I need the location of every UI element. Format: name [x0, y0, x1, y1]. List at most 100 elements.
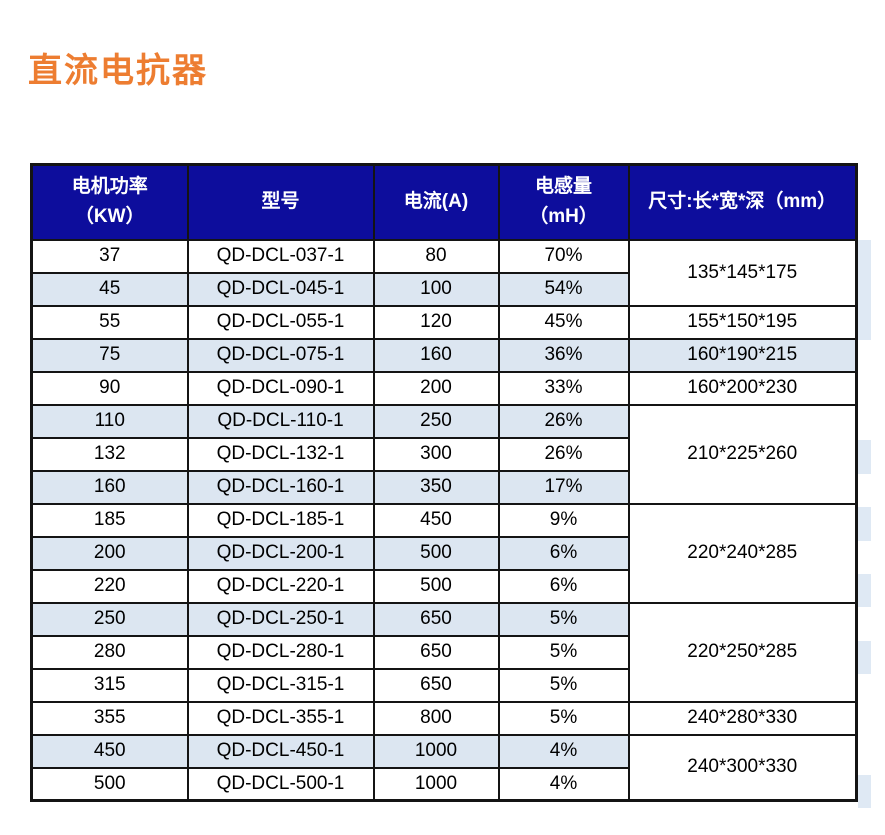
table-row: 160 QD-DCL-160-1 350 17%: [30, 469, 857, 505]
current-cell: 800: [372, 700, 500, 736]
table-row: 45 QD-DCL-045-1 100 54%: [30, 271, 857, 307]
table-row: 220 QD-DCL-220-1 500 6%: [30, 568, 857, 604]
power-cell: 500: [30, 766, 189, 802]
table-row: 450 QD-DCL-450-1 1000 4% 240*300*330: [30, 733, 858, 802]
table-row: 110 QD-DCL-110-1 250 26% 210*225*260: [30, 403, 858, 505]
model-cell: QD-DCL-037-1: [186, 238, 375, 274]
model-cell: QD-DCL-500-1: [186, 766, 375, 802]
current-cell: 80: [372, 238, 500, 274]
cropped-next-column: [858, 240, 871, 808]
dimension-cell: 160*190*215: [627, 337, 858, 373]
table-row: 315 QD-DCL-315-1 650 5%: [30, 667, 857, 703]
inductance-cell: 36%: [497, 337, 630, 373]
inductance-cell: 6%: [497, 535, 630, 571]
power-cell: 280: [30, 634, 189, 670]
power-cell: 160: [30, 469, 189, 505]
col-header-power-line1: 电机功率: [71, 175, 148, 197]
spec-table: 电机功率 （KW） 型号 电流(A) 电感量 （mH） 尺寸:长*宽*深（mm）…: [30, 163, 858, 802]
current-cell: 1000: [372, 733, 500, 769]
inductance-cell: 5%: [497, 634, 630, 670]
inductance-cell: 5%: [497, 700, 630, 736]
table-row: 55 QD-DCL-055-1 120 45% 155*150*195: [30, 304, 858, 340]
inductance-cell: 5%: [497, 601, 630, 637]
power-cell: 110: [30, 403, 189, 439]
power-cell: 75: [30, 337, 189, 373]
power-cell: 90: [30, 370, 189, 406]
inductance-cell: 6%: [497, 568, 630, 604]
model-cell: QD-DCL-090-1: [186, 370, 375, 406]
model-cell: QD-DCL-055-1: [186, 304, 375, 340]
current-cell: 500: [372, 568, 500, 604]
power-cell: 220: [30, 568, 189, 604]
table-row: 75 QD-DCL-075-1 160 36% 160*190*215: [30, 337, 858, 373]
model-cell: QD-DCL-450-1: [186, 733, 375, 769]
table-row: 132 QD-DCL-132-1 300 26%: [30, 436, 857, 472]
power-cell: 185: [30, 502, 189, 538]
col-header-current: 电流(A): [372, 163, 500, 241]
dimension-cell: 160*200*230: [627, 370, 858, 406]
header-row: 电机功率 （KW） 型号 电流(A) 电感量 （mH） 尺寸:长*宽*深（mm）: [30, 163, 858, 241]
dimension-cell: 135*145*175: [627, 238, 858, 307]
model-cell: QD-DCL-355-1: [186, 700, 375, 736]
power-cell: 200: [30, 535, 189, 571]
col-header-model: 型号: [186, 163, 375, 241]
dimension-cell: 210*225*260: [627, 403, 858, 505]
power-cell: 55: [30, 304, 189, 340]
col-header-power-line2: （KW）: [74, 206, 145, 228]
table-row: 200 QD-DCL-200-1 500 6%: [30, 535, 857, 571]
current-cell: 1000: [372, 766, 500, 802]
model-cell: QD-DCL-075-1: [186, 337, 375, 373]
model-cell: QD-DCL-250-1: [186, 601, 375, 637]
table-row: 90 QD-DCL-090-1 200 33% 160*200*230: [30, 370, 858, 406]
dimension-cell: 240*300*330: [627, 733, 858, 802]
table-row: 280 QD-DCL-280-1 650 5%: [30, 634, 857, 670]
col-header-dimensions: 尺寸:长*宽*深（mm）: [627, 163, 858, 241]
inductance-cell: 9%: [497, 502, 630, 538]
current-cell: 300: [372, 436, 500, 472]
current-cell: 650: [372, 601, 500, 637]
model-cell: QD-DCL-160-1: [186, 469, 375, 505]
dimension-cell: 220*240*285: [627, 502, 858, 604]
inductance-cell: 4%: [497, 766, 630, 802]
current-cell: 350: [372, 469, 500, 505]
model-cell: QD-DCL-132-1: [186, 436, 375, 472]
inductance-cell: 70%: [497, 238, 630, 274]
table-row: 185 QD-DCL-185-1 450 9% 220*240*285: [30, 502, 858, 604]
table-row: 37 QD-DCL-037-1 80 70% 135*145*175: [30, 238, 858, 307]
current-cell: 120: [372, 304, 500, 340]
inductance-cell: 33%: [497, 370, 630, 406]
col-header-inductance-line1: 电感量: [534, 175, 592, 197]
inductance-cell: 26%: [497, 436, 630, 472]
model-cell: QD-DCL-045-1: [186, 271, 375, 307]
dimension-cell: 220*250*285: [627, 601, 858, 703]
inductance-cell: 17%: [497, 469, 630, 505]
current-cell: 200: [372, 370, 500, 406]
current-cell: 250: [372, 403, 500, 439]
power-cell: 250: [30, 601, 189, 637]
current-cell: 450: [372, 502, 500, 538]
dimension-cell: 155*150*195: [627, 304, 858, 340]
inductance-cell: 26%: [497, 403, 630, 439]
power-cell: 45: [30, 271, 189, 307]
page-title: 直流电抗器: [28, 52, 208, 90]
dimension-cell: 240*280*330: [627, 700, 858, 736]
model-cell: QD-DCL-280-1: [186, 634, 375, 670]
model-cell: QD-DCL-110-1: [186, 403, 375, 439]
model-cell: QD-DCL-200-1: [186, 535, 375, 571]
model-cell: QD-DCL-220-1: [186, 568, 375, 604]
power-cell: 450: [30, 733, 189, 769]
power-cell: 37: [30, 238, 189, 274]
col-header-inductance-line2: （mH）: [529, 206, 598, 228]
table-row: 250 QD-DCL-250-1 650 5% 220*250*285: [30, 601, 858, 703]
power-cell: 132: [30, 436, 189, 472]
inductance-cell: 5%: [497, 667, 630, 703]
table-row: 500 QD-DCL-500-1 1000 4%: [30, 766, 857, 802]
current-cell: 650: [372, 667, 500, 703]
power-cell: 355: [30, 700, 189, 736]
current-cell: 160: [372, 337, 500, 373]
current-cell: 650: [372, 634, 500, 670]
inductance-cell: 4%: [497, 733, 630, 769]
model-cell: QD-DCL-315-1: [186, 667, 375, 703]
inductance-cell: 45%: [497, 304, 630, 340]
power-cell: 315: [30, 667, 189, 703]
